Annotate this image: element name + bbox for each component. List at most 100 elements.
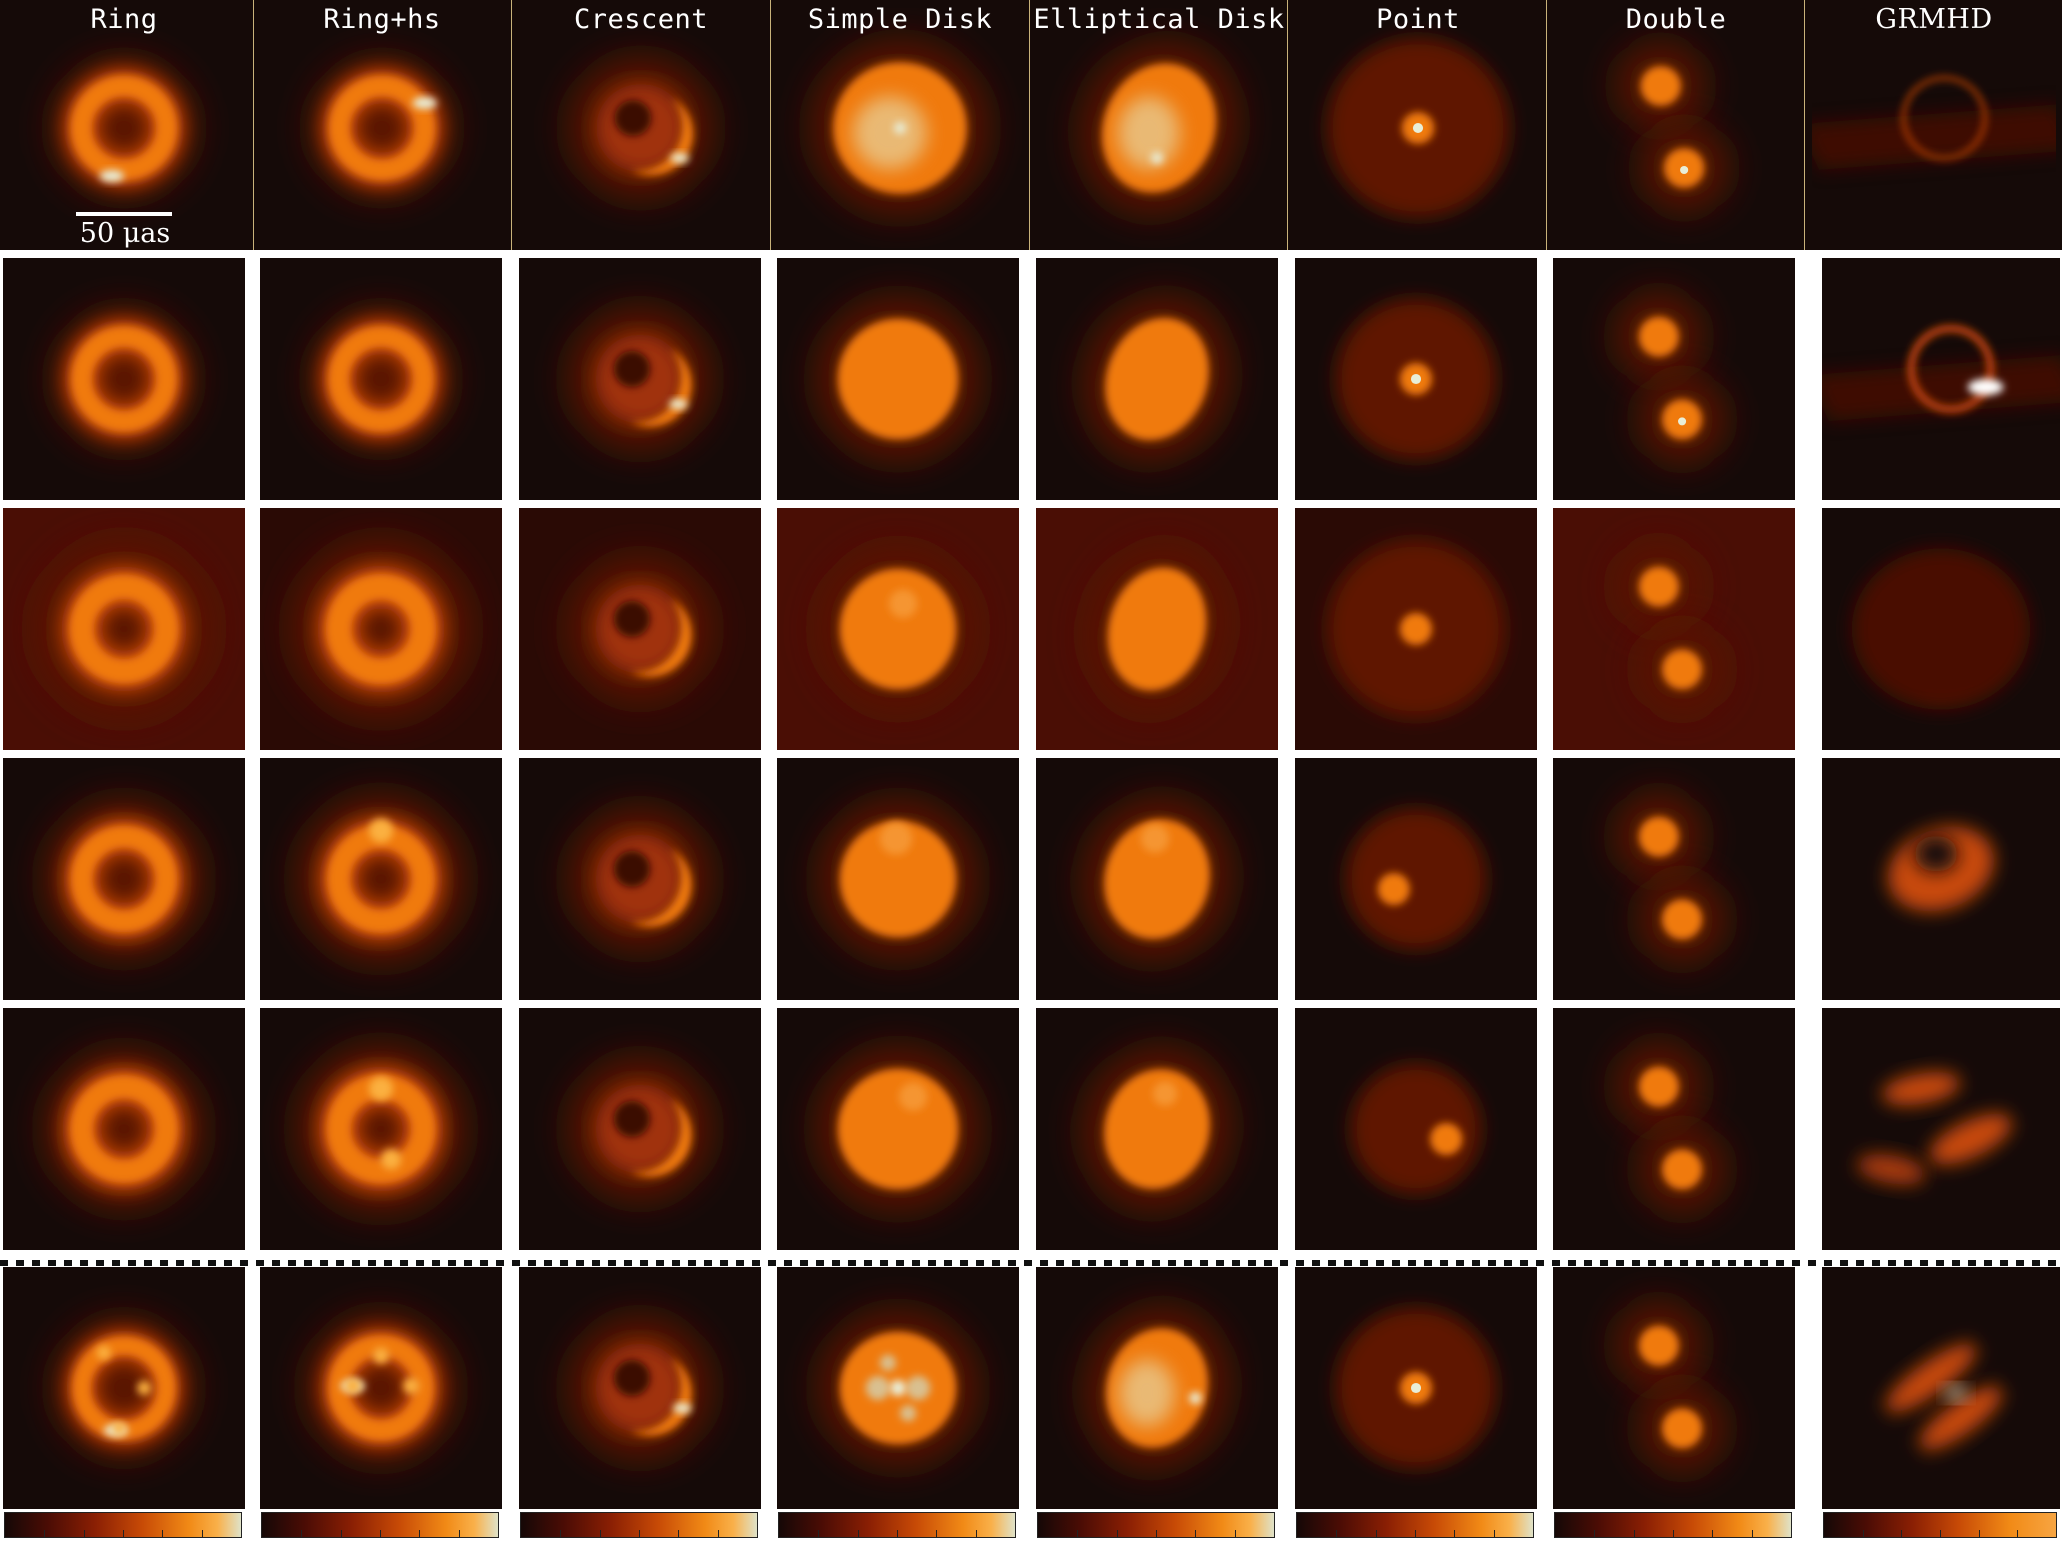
ground-truth-header: Ring Ring+hs Crescent Simple Disk Elliptical… — [0, 0, 2062, 250]
image-panel-ring-row-3 — [3, 758, 245, 1000]
scale-bar — [76, 212, 172, 216]
colorbar-tick — [44, 1530, 45, 1537]
header-separator — [1804, 0, 1805, 250]
colorbar-icon — [1296, 1512, 1534, 1538]
scale-bar-label: 50 μas — [79, 218, 171, 249]
column-title-double: Double — [1625, 4, 1727, 35]
image-panel-elliptical-disk-row-1 — [1036, 258, 1278, 500]
colorbar-tick — [1336, 1530, 1337, 1537]
colorbar-tick — [897, 1530, 898, 1537]
image-panel-double-row-5 — [1553, 1267, 1795, 1509]
ground-truth-grmhd — [1812, 8, 2056, 248]
colorbar-icon — [4, 1512, 242, 1538]
image-panel-point-row-2 — [1295, 508, 1537, 750]
colorbar-icon — [778, 1512, 1016, 1538]
colorbar-tick — [718, 1530, 719, 1537]
colorbar-tick — [1634, 1530, 1635, 1537]
image-panel-grmhd-row-5 — [1822, 1267, 2060, 1509]
colorbar-tick — [639, 1530, 640, 1537]
header-separator — [1546, 0, 1547, 250]
image-panel-ring-row-4 — [3, 1008, 245, 1250]
colorbar-tick — [1752, 1530, 1753, 1537]
ground-truth-simple-disk — [778, 8, 1022, 248]
image-panel-ring-hs-row-2 — [260, 508, 502, 750]
image-panel-simple-disk-row-1 — [777, 258, 1019, 500]
ground-truth-ring-hs — [260, 8, 504, 248]
image-panel-grmhd-row-4 — [1822, 1008, 2060, 1250]
image-panel-ring-row-1 — [3, 258, 245, 500]
colorbar-tick — [678, 1530, 679, 1537]
column-title-ring: Ring — [90, 4, 158, 35]
colorbar-tick — [1979, 1530, 1980, 1537]
colorbar-tick — [600, 1530, 601, 1537]
colorbar-tick — [1415, 1530, 1416, 1537]
colorbar-icon — [1823, 1512, 2057, 1538]
image-panel-ring-row-2 — [3, 508, 245, 750]
image-panel-ring-row-5 — [3, 1267, 245, 1509]
image-panel-crescent-row-4 — [519, 1008, 761, 1250]
header-separator — [253, 0, 254, 250]
colorbar-tick — [1901, 1530, 1902, 1537]
colorbar-tick — [123, 1530, 124, 1537]
image-panel-point-row-3 — [1295, 758, 1537, 1000]
image-panel-elliptical-disk-row-5 — [1036, 1267, 1278, 1509]
image-panel-elliptical-disk-row-3 — [1036, 758, 1278, 1000]
image-panel-grmhd-row-1 — [1822, 258, 2060, 500]
colorbar-icon — [1554, 1512, 1792, 1538]
ground-truth-elliptical-disk — [1037, 8, 1281, 248]
image-panel-double-row-2 — [1553, 508, 1795, 750]
colorbar-icon — [520, 1512, 758, 1538]
column-title-simple-disk: Simple Disk — [807, 4, 993, 35]
colorbar-tick — [858, 1530, 859, 1537]
header-separator — [511, 0, 512, 250]
image-panel-ring-hs-row-3 — [260, 758, 502, 1000]
ground-truth-double — [1554, 8, 1798, 248]
colorbar-tick — [2017, 1530, 2018, 1537]
ground-truth-point — [1296, 8, 1540, 248]
image-panel-crescent-row-2 — [519, 508, 761, 750]
column-title-ring-hs: Ring+hs — [323, 4, 441, 35]
colorbar-tick — [162, 1530, 163, 1537]
grmhd-separator — [1802, 256, 1811, 1518]
colorbar-tick — [1494, 1530, 1495, 1537]
image-panel-double-row-4 — [1553, 1008, 1795, 1250]
image-panel-ring-hs-row-1 — [260, 258, 502, 500]
colorbar-tick — [1156, 1530, 1157, 1537]
colorbar-tick — [1594, 1530, 1595, 1537]
dotted-separator — [0, 1253, 2062, 1266]
colorbar-tick — [1673, 1530, 1674, 1537]
image-panel-point-row-5 — [1295, 1267, 1537, 1509]
colorbar-tick — [84, 1530, 85, 1537]
colorbar-tick — [459, 1530, 460, 1537]
image-panel-double-row-1 — [1553, 258, 1795, 500]
column-title-grmhd: GRMHD — [1875, 4, 1993, 35]
colorbar-icon — [1037, 1512, 1275, 1538]
header-separator — [1029, 0, 1030, 250]
colorbar-tick — [1712, 1530, 1713, 1537]
colorbar-icon — [261, 1512, 499, 1538]
colorbar-tick — [1376, 1530, 1377, 1537]
image-panel-crescent-row-1 — [519, 258, 761, 500]
colorbar-tick — [818, 1530, 819, 1537]
ground-truth-crescent — [519, 8, 763, 248]
colorbar-tick — [1117, 1530, 1118, 1537]
image-panel-simple-disk-row-2 — [777, 508, 1019, 750]
image-panel-simple-disk-row-3 — [777, 758, 1019, 1000]
colorbar-tick — [560, 1530, 561, 1537]
colorbar-tick — [1195, 1530, 1196, 1537]
colorbar-tick — [1235, 1530, 1236, 1537]
column-title-point: Point — [1376, 4, 1460, 35]
image-panel-point-row-1 — [1295, 258, 1537, 500]
image-panel-double-row-3 — [1553, 758, 1795, 1000]
colorbar-tick — [936, 1530, 937, 1537]
colorbar-tick — [380, 1530, 381, 1537]
image-panel-point-row-4 — [1295, 1008, 1537, 1250]
image-panel-elliptical-disk-row-2 — [1036, 508, 1278, 750]
image-panel-grmhd-row-3 — [1822, 758, 2060, 1000]
image-panel-grmhd-row-2 — [1822, 508, 2060, 750]
image-panel-ring-hs-row-4 — [260, 1008, 502, 1250]
ground-truth-ring — [2, 8, 246, 248]
image-panel-crescent-row-5 — [519, 1267, 761, 1509]
header-separator — [1287, 0, 1288, 250]
colorbar-tick — [1863, 1530, 1864, 1537]
